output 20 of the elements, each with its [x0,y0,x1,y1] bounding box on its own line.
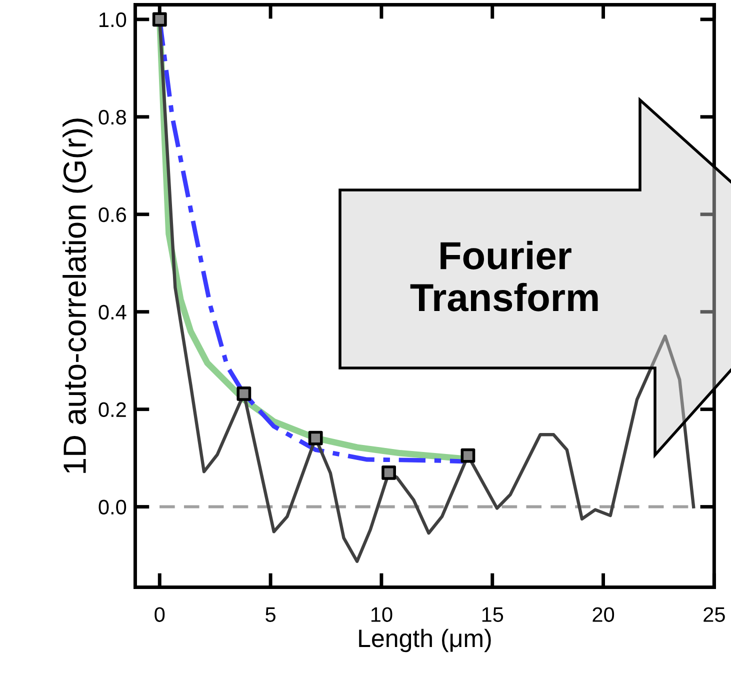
y-tick-label: 0.2 [98,402,126,418]
y-tick-label: 0.8 [98,110,126,125]
y-tick-label: 0.6 [98,207,126,222]
x-axis-title: Length (μm) [359,628,491,652]
x-tick-label: 10 [371,607,392,622]
point [236,386,252,401]
point [460,448,476,463]
annotation: Fourier Transform [410,240,598,312]
x-tick-label: 5 [266,607,276,622]
x-tick-label: 0 [154,607,165,622]
x-tick-label: 25 [704,607,725,622]
y-tick-label: 1.0 [100,12,126,28]
y-tick-label: 0.4 [98,304,126,320]
y-tick-label: 0.0 [98,500,126,515]
point [308,430,323,446]
y-axis-title: 1D auto-correlation (G(r)) [62,118,92,473]
point [382,465,396,480]
point [152,12,167,27]
x-tick-label: 15 [482,607,504,622]
x-tick-label: 20 [592,607,614,622]
